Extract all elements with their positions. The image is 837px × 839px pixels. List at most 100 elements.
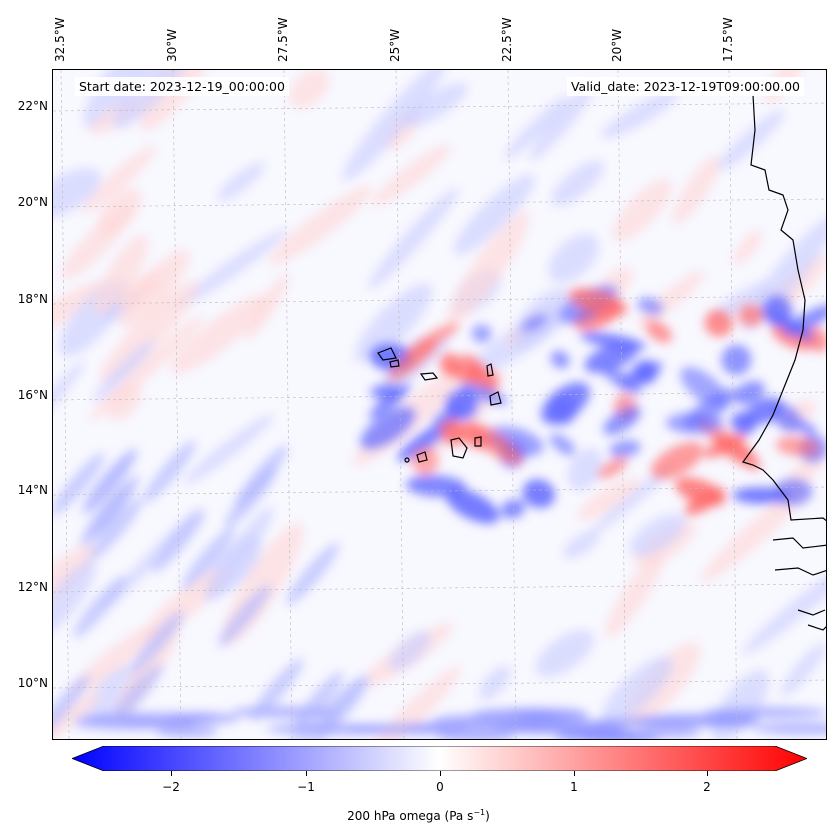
omega-contour	[732, 487, 791, 504]
omega-contour	[742, 557, 826, 655]
omega-contour	[804, 326, 826, 352]
omega-contour	[176, 229, 287, 308]
omega-contour	[601, 656, 674, 725]
omega-contour	[73, 575, 127, 638]
start-date-label: Start date: 2023-12-19_00:00:00	[75, 77, 289, 96]
omega-contour	[638, 726, 702, 739]
omega-contour	[453, 174, 535, 255]
lon-label: 17.5°W	[721, 17, 735, 62]
omega-contour	[452, 354, 483, 384]
omega-contour	[53, 691, 102, 739]
omega-contour	[704, 309, 733, 337]
omega-contour	[650, 442, 704, 480]
colorbar-label: 200 hPa omega (Pa s−1)	[0, 808, 837, 823]
omega-contour	[250, 658, 304, 721]
lat-label: 16°N	[17, 388, 48, 402]
omega-contour	[737, 303, 764, 327]
lat-label: 10°N	[17, 676, 48, 690]
lat-label: 22°N	[17, 99, 48, 113]
colorbar-gradient	[72, 746, 807, 771]
omega-contour	[70, 624, 158, 696]
omega-contour	[143, 440, 196, 503]
omega-contour	[591, 465, 674, 535]
omega-contour	[672, 155, 721, 225]
omega-contour	[471, 324, 492, 344]
omega-contour	[289, 70, 330, 109]
omega-contour	[629, 513, 686, 557]
graticule	[53, 70, 826, 739]
colorbar-tick-label: 0	[436, 780, 444, 794]
omega-contour	[762, 294, 793, 327]
omega-contour	[53, 674, 91, 737]
omega-contour	[601, 91, 679, 139]
omega-contour	[268, 185, 373, 266]
omega-contour	[645, 319, 672, 343]
omega-contour	[550, 350, 570, 369]
omega-contour	[612, 178, 673, 242]
omega-contours	[53, 70, 826, 739]
colorbar-label-exponent: −1	[473, 808, 486, 817]
lat-label: 20°N	[17, 195, 48, 209]
omega-map[interactable]: Start date: 2023-12-19_00:00:00 Valid_da…	[52, 69, 827, 740]
omega-contour	[117, 249, 190, 327]
omega-contour	[754, 722, 826, 735]
omega-contour	[522, 479, 556, 509]
omega-contour	[313, 675, 367, 739]
omega-contour	[563, 530, 600, 559]
omega-contour	[636, 713, 758, 726]
omega-contour	[535, 630, 594, 677]
omega-contour	[436, 730, 516, 739]
colorbar-tick	[440, 771, 441, 776]
omega-contour	[218, 584, 272, 647]
omega-contour	[204, 506, 274, 603]
omega-contour	[609, 440, 641, 458]
colorbar-tick	[707, 771, 708, 776]
colorbar-tick	[171, 771, 172, 776]
omega-contour	[549, 433, 576, 456]
omega-contour	[567, 448, 603, 491]
omega-contour	[771, 323, 814, 351]
omega-contour	[368, 188, 459, 290]
omega-contour	[465, 420, 523, 466]
omega-contour	[548, 233, 599, 283]
colorbar-tick-label: 2	[703, 780, 711, 794]
omega-contour	[431, 405, 463, 426]
omega-contour	[53, 545, 97, 610]
omega-contour	[142, 567, 228, 641]
colorbar-tick-label: −2	[162, 780, 180, 794]
omega-contour	[684, 487, 725, 516]
omega-contour	[605, 552, 664, 638]
valid-date-label: Valid_date: 2023-12-19T09:00:00.00	[566, 77, 804, 96]
omega-contour	[372, 144, 452, 206]
omega-contour	[369, 383, 411, 419]
omega-contour	[80, 484, 133, 547]
omega-contour	[170, 294, 269, 374]
omega-contour	[53, 280, 106, 343]
omega-contour	[731, 411, 756, 435]
omega-contour	[559, 728, 629, 739]
omega-contour	[432, 713, 566, 726]
omega-contour	[597, 457, 628, 479]
omega-contour	[797, 419, 817, 436]
omega-contour	[577, 477, 640, 521]
omega-contour	[355, 666, 461, 739]
lon-label: 25°W	[388, 28, 402, 62]
omega-contour	[94, 234, 149, 315]
omega-contour	[235, 445, 288, 508]
omega-contour	[551, 160, 604, 206]
colorbar-tick-label: 1	[570, 780, 578, 794]
omega-contour	[772, 404, 802, 432]
omega-contour	[355, 283, 433, 363]
omega-contour	[360, 406, 417, 451]
omega-contour	[446, 211, 530, 326]
lat-label: 12°N	[17, 580, 48, 594]
omega-contour	[53, 453, 105, 516]
omega-contour	[445, 488, 500, 524]
omega-contour	[479, 665, 511, 701]
omega-contour	[529, 82, 596, 161]
colorbar-label-end: )	[485, 809, 490, 823]
omega-contour	[244, 273, 290, 341]
omega-contour	[775, 436, 820, 457]
colorbar-tick	[574, 771, 575, 776]
omega-contour	[89, 497, 143, 561]
